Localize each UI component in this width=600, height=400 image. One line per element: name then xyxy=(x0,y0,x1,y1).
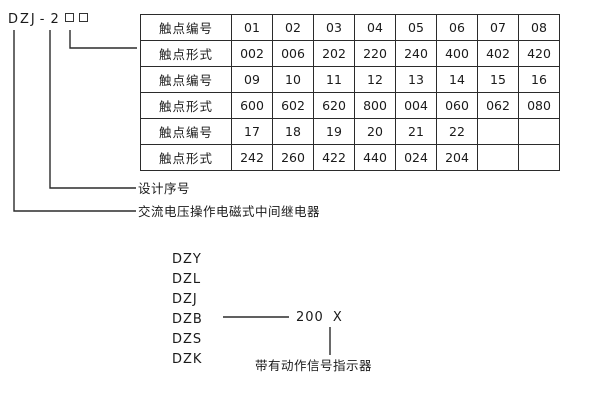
table-cell: 14 xyxy=(436,66,478,93)
table-cell: 17 xyxy=(231,118,273,145)
table-cell: 08 xyxy=(518,14,560,41)
table-cell: 19 xyxy=(313,118,355,145)
table-cell: 22 xyxy=(436,118,478,145)
table-cell: 620 xyxy=(313,92,355,119)
callout-relay-description: 交流电压操作电磁式中间继电器 xyxy=(138,204,321,219)
table-cell: 260 xyxy=(272,144,314,171)
contact-reference-table: 触点编号 01 02 03 04 05 06 07 08 触点形式 002 00… xyxy=(140,14,560,171)
table-cell: 004 xyxy=(395,92,437,119)
table-cell: 01 xyxy=(231,14,273,41)
table-cell: 16 xyxy=(518,66,560,93)
designation-slot-2 xyxy=(78,13,88,22)
suffix-code: 200 X xyxy=(296,310,343,325)
table-cell: 602 xyxy=(272,92,314,119)
table-cell: 402 xyxy=(477,40,519,67)
table-cell: 400 xyxy=(436,40,478,67)
suffix-number: 200 xyxy=(296,310,324,325)
table-cell-empty xyxy=(518,144,560,171)
callout-design-serial: 设计序号 xyxy=(138,181,191,196)
table-cell: 09 xyxy=(231,66,273,93)
table-cell: 11 xyxy=(313,66,355,93)
model-family-list: DZY DZL DZJ DZB DZS DZK xyxy=(172,250,203,370)
table-cell: 07 xyxy=(477,14,519,41)
table-cell-empty xyxy=(518,118,560,145)
list-item: DZB xyxy=(172,312,203,327)
model-designation-code: DZJ -2 xyxy=(8,12,88,27)
table-cell: 06 xyxy=(436,14,478,41)
table-cell: 240 xyxy=(395,40,437,67)
table-cell: 420 xyxy=(518,40,560,67)
table-cell: 422 xyxy=(313,144,355,171)
table-cell: 03 xyxy=(313,14,355,41)
table-row: 触点编号 01 02 03 04 05 06 07 08 xyxy=(140,14,560,41)
table-row: 触点形式 242 260 422 440 024 204 xyxy=(140,144,560,171)
table-cell: 202 xyxy=(313,40,355,67)
table-row: 触点形式 600 602 620 800 004 060 062 080 xyxy=(140,92,560,119)
row-header: 触点编号 xyxy=(140,118,232,145)
table-cell: 060 xyxy=(436,92,478,119)
list-item: DZJ xyxy=(172,292,198,307)
leader-line-design-serial xyxy=(49,30,136,189)
list-item: DZK xyxy=(172,352,203,367)
table-cell: 002 xyxy=(231,40,273,67)
leader-line-contact-table xyxy=(69,30,137,49)
row-header: 触点编号 xyxy=(140,14,232,41)
table-cell: 204 xyxy=(436,144,478,171)
list-item: DZY xyxy=(172,252,202,267)
table-cell: 13 xyxy=(395,66,437,93)
row-header: 触点形式 xyxy=(140,144,232,171)
table-cell: 15 xyxy=(477,66,519,93)
list-item: DZS xyxy=(172,332,203,347)
table-cell: 10 xyxy=(272,66,314,93)
callout-signal-indicator: 带有动作信号指示器 xyxy=(255,358,373,373)
table-cell: 440 xyxy=(354,144,396,171)
designation-series: 2 xyxy=(50,12,60,27)
row-header: 触点编号 xyxy=(140,66,232,93)
suffix-mark: X xyxy=(332,310,343,325)
table-cell: 21 xyxy=(395,118,437,145)
table-cell: 04 xyxy=(354,14,396,41)
table-row: 触点编号 09 10 11 12 13 14 15 16 xyxy=(140,66,560,93)
table-cell: 05 xyxy=(395,14,437,41)
table-cell: 18 xyxy=(272,118,314,145)
table-cell: 600 xyxy=(231,92,273,119)
leader-line-relay-description xyxy=(13,30,136,212)
table-cell: 006 xyxy=(272,40,314,67)
list-item: DZL xyxy=(172,272,202,287)
table-cell-empty xyxy=(477,144,519,171)
table-cell-empty xyxy=(477,118,519,145)
table-cell: 800 xyxy=(354,92,396,119)
table-cell: 12 xyxy=(354,66,396,93)
table-row: 触点形式 002 006 202 220 240 400 402 420 xyxy=(140,40,560,67)
contact-table-body: 触点编号 01 02 03 04 05 06 07 08 触点形式 002 00… xyxy=(140,14,560,171)
table-cell: 080 xyxy=(518,92,560,119)
designation-slot-1 xyxy=(64,13,74,22)
designation-prefix: DZJ xyxy=(8,12,37,27)
table-cell: 20 xyxy=(354,118,396,145)
row-header: 触点形式 xyxy=(140,92,232,119)
designation-dash: - xyxy=(39,12,46,27)
row-header: 触点形式 xyxy=(140,40,232,67)
table-row: 触点编号 17 18 19 20 21 22 xyxy=(140,118,560,145)
table-cell: 02 xyxy=(272,14,314,41)
table-cell: 024 xyxy=(395,144,437,171)
table-cell: 220 xyxy=(354,40,396,67)
table-cell: 062 xyxy=(477,92,519,119)
table-cell: 242 xyxy=(231,144,273,171)
